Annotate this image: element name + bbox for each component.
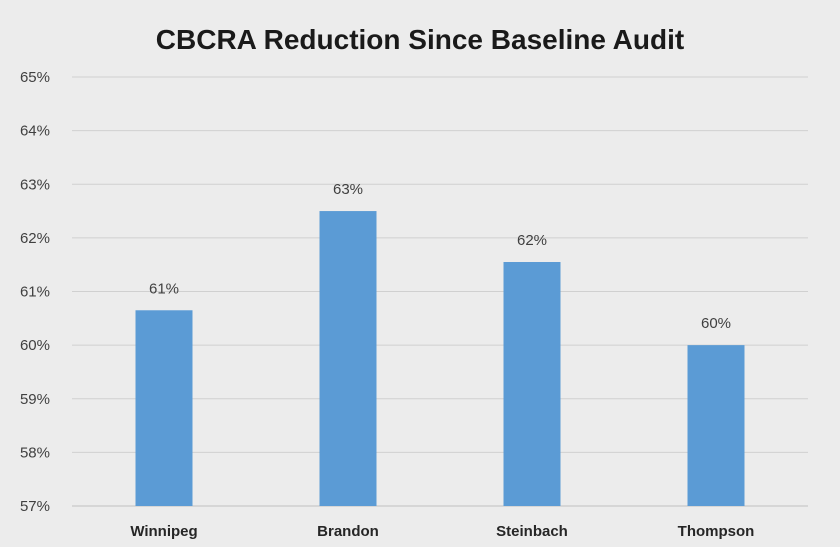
gridlines xyxy=(72,76,808,507)
x-axis-categories: Winnipeg Brandon Steinbach Thompson xyxy=(130,523,754,540)
y-tick-label: 59% xyxy=(20,391,50,408)
category-label-thompson: Thompson xyxy=(678,523,755,540)
category-label-steinbach: Steinbach xyxy=(496,523,568,540)
y-tick-label: 60% xyxy=(20,337,50,354)
y-tick-label: 58% xyxy=(20,444,50,461)
bar-winnipeg xyxy=(135,310,193,506)
bar-thompson xyxy=(687,345,745,506)
data-label-brandon: 63% xyxy=(333,181,363,198)
bars xyxy=(135,211,745,506)
chart-title: CBCRA Reduction Since Baseline Audit xyxy=(156,24,684,55)
category-label-brandon: Brandon xyxy=(317,523,379,540)
y-tick-label: 65% xyxy=(20,69,50,86)
bar-brandon xyxy=(319,211,377,506)
y-tick-label: 61% xyxy=(20,284,50,301)
y-axis-ticks: 57% 58% 59% 60% 61% 62% 63% 64% 65% xyxy=(20,69,50,515)
bar-steinbach xyxy=(503,262,561,506)
data-label-thompson: 60% xyxy=(701,315,731,332)
data-label-steinbach: 62% xyxy=(517,232,547,249)
y-tick-label: 63% xyxy=(20,176,50,193)
data-labels: 61% 63% 62% 60% xyxy=(149,181,731,332)
y-tick-label: 64% xyxy=(20,123,50,140)
y-tick-label: 57% xyxy=(20,498,50,515)
y-tick-label: 62% xyxy=(20,230,50,247)
category-label-winnipeg: Winnipeg xyxy=(130,523,197,540)
data-label-winnipeg: 61% xyxy=(149,280,179,297)
